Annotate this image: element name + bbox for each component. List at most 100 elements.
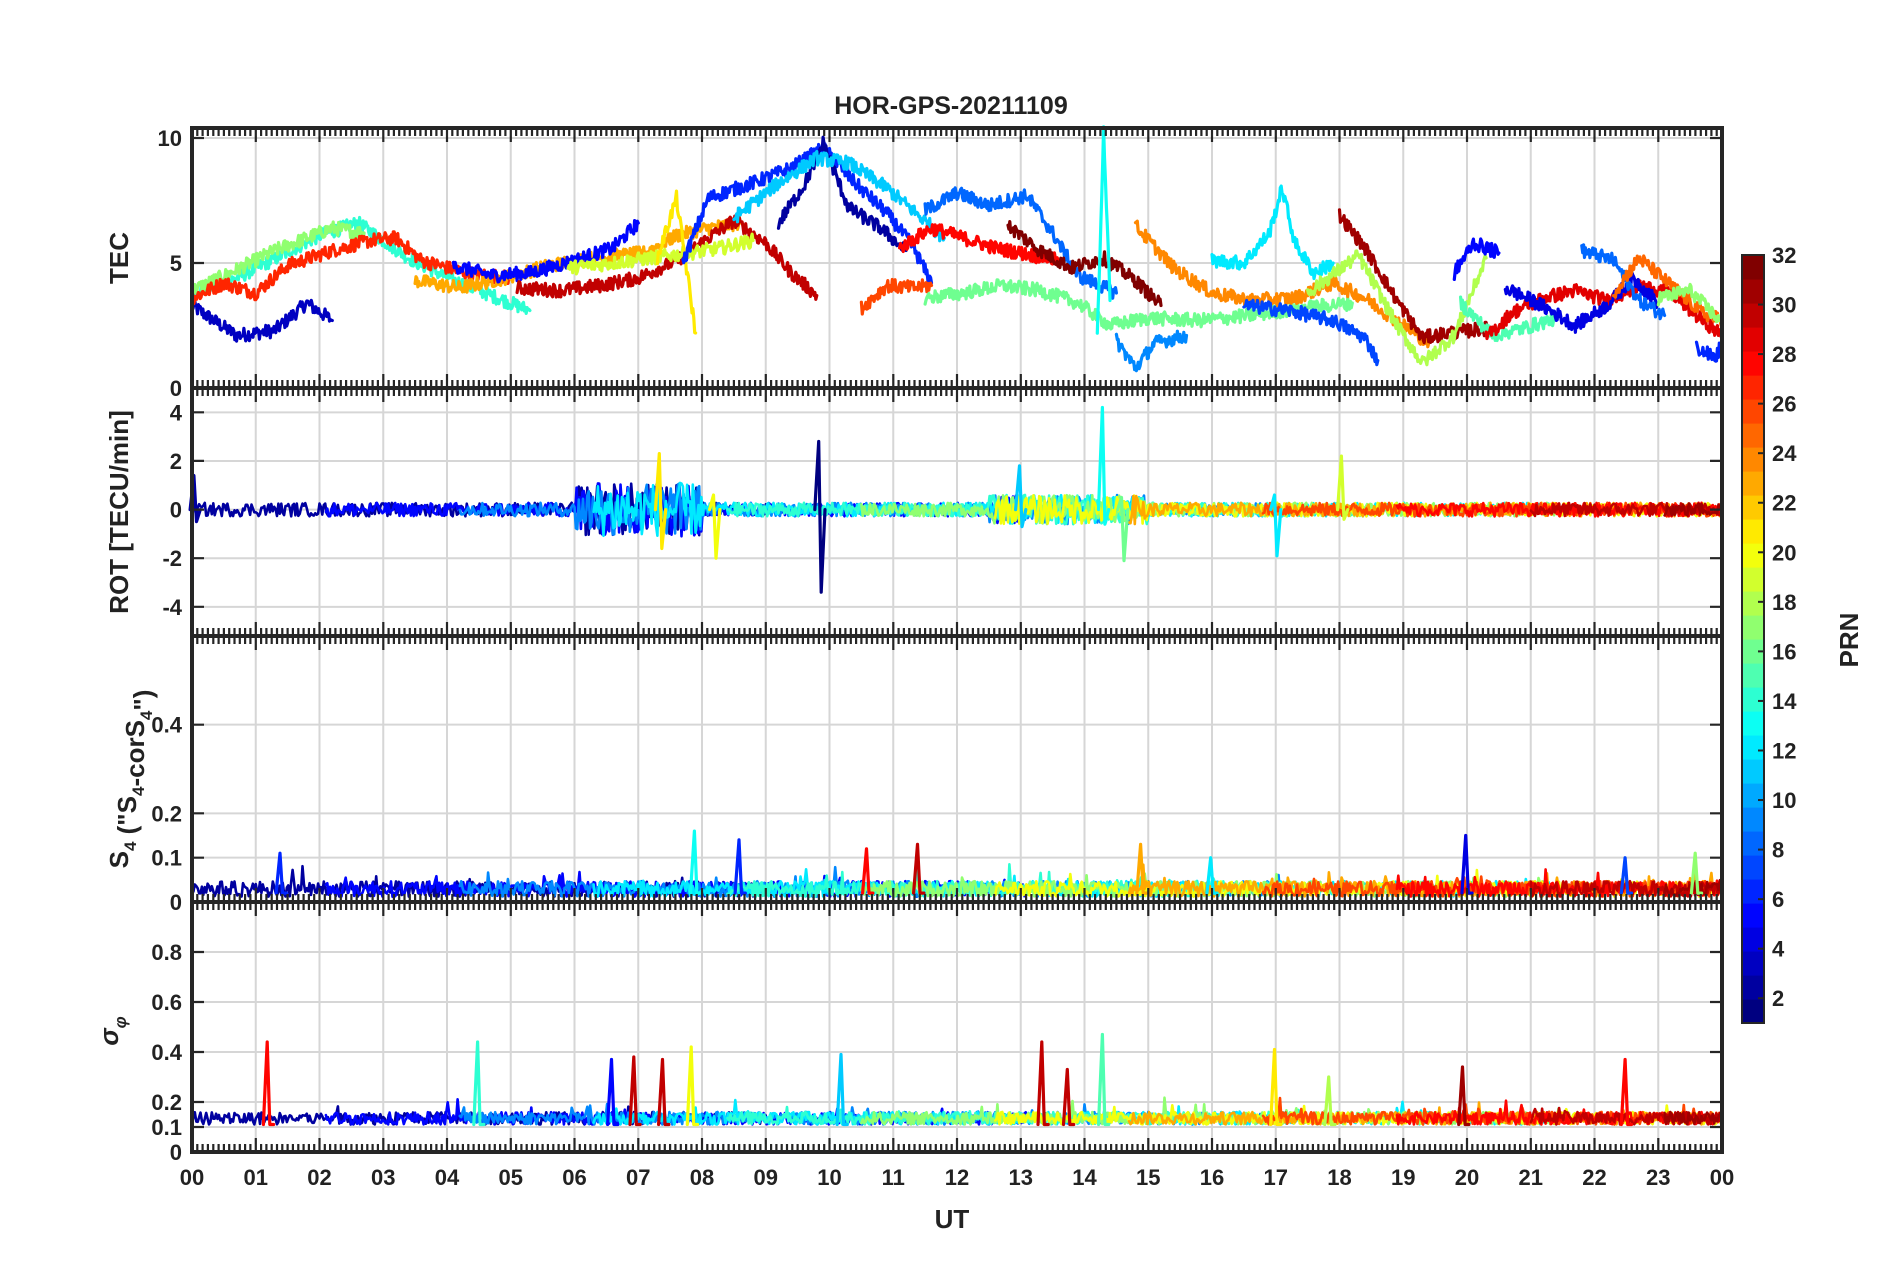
x-minor-ticks (190, 636, 1724, 902)
tec-series-prn-15 (1459, 295, 1558, 343)
subscript: 4 (137, 710, 156, 720)
series-group (190, 125, 1724, 373)
x-tick-label: 17 (1264, 1165, 1288, 1190)
colorbar-segment (1742, 663, 1764, 688)
x-tick-label: 07 (626, 1165, 650, 1190)
y-tick-label: 0 (170, 376, 182, 401)
sigma-spike-prn-5 (606, 1057, 620, 1127)
x-tick-label: 03 (371, 1165, 395, 1190)
colorbar-segment (1742, 327, 1764, 352)
colorbar-tick-label: 26 (1772, 392, 1796, 417)
tec-series-prn-2 (776, 135, 908, 253)
tec-series-prn-5 (451, 219, 640, 284)
colorbar-segment (1742, 255, 1764, 280)
x-tick-label: 04 (435, 1165, 460, 1190)
sigma-spike-prn-14 (472, 1040, 486, 1127)
s4-spike-prn-6 (733, 838, 747, 895)
colorbar-tick-label: 8 (1772, 838, 1784, 863)
subscript: 4 (121, 841, 140, 851)
x-minor-ticks (190, 128, 1724, 388)
y-tick-label: -2 (162, 546, 182, 571)
tec-series-prn-32 (1006, 220, 1163, 308)
x-tick-label: 00 (1710, 1165, 1734, 1190)
colorbar-segment (1742, 927, 1764, 952)
colorbar-tick-label: 20 (1772, 540, 1796, 565)
colorbar-segment (1742, 447, 1764, 472)
colorbar-segment (1742, 279, 1764, 304)
colorbar-segment (1742, 543, 1764, 568)
subscript: 4 (129, 786, 148, 796)
s4-spike-prn-28 (861, 847, 875, 895)
sigma-spike-prn-30 (1061, 1067, 1076, 1127)
y-tick-label: 5 (170, 251, 182, 276)
x-tick-label: 01 (244, 1165, 268, 1190)
colorbar-segment (1742, 951, 1764, 976)
colorbar-tick-label: 28 (1772, 342, 1796, 367)
sigma-series-prn-31 (1663, 1110, 1723, 1126)
y-tick-label: 0 (170, 498, 182, 523)
sigma-spike-prn-18 (1323, 1075, 1337, 1127)
y-tick-label: 0.4 (151, 713, 182, 738)
colorbar-segment (1742, 999, 1764, 1024)
x-tick-label: 15 (1136, 1165, 1160, 1190)
y-axis-label-rot: ROT [TECU/min] (104, 410, 134, 614)
panel-rot: -4 -2 0 2 4 ROT [TECU/min] (104, 386, 1724, 638)
tec-series-prn-11 (732, 149, 946, 243)
tec-series-prn-3 (190, 298, 334, 343)
x-tick-label: 16 (1200, 1165, 1224, 1190)
y-tick-label: 4 (170, 400, 183, 425)
sigma-spike-prn-21 (1269, 1047, 1283, 1127)
colorbar-segment (1742, 303, 1764, 328)
colorbar-tick-label: 18 (1772, 590, 1796, 615)
y-tick-label: 0.1 (151, 1115, 182, 1140)
s4-spike-prn-23 (1135, 842, 1149, 895)
colorbar-tick-label: 14 (1772, 689, 1797, 714)
sigma-spike-prn-30 (657, 1057, 671, 1127)
colorbar-segment (1742, 711, 1764, 736)
colorbar-segment (1742, 831, 1764, 856)
colorbar-tick-label: 22 (1772, 491, 1796, 516)
x-tick-label: 09 (754, 1165, 778, 1190)
x-tick-label: 19 (1391, 1165, 1415, 1190)
colorbar-tick-label: 12 (1772, 738, 1796, 763)
rot-spike-prn-16 (1116, 495, 1130, 563)
s4-spike-prn-30 (912, 842, 926, 895)
x-tick-label: 22 (1582, 1165, 1606, 1190)
colorbar-segment (1742, 375, 1764, 400)
y-tick-label: 0.1 (151, 846, 182, 871)
series-group (188, 405, 1724, 594)
y-tick-marks (192, 411, 1722, 608)
x-axis-label: UT (935, 1204, 970, 1234)
colorbar-segment (1742, 783, 1764, 808)
y-tick-marks (192, 950, 1722, 1154)
panel-tec: 0 5 10 TEC (104, 125, 1724, 401)
sigma-spike-prn-11 (835, 1052, 849, 1127)
x-tick-label: 05 (499, 1165, 523, 1190)
x-tick-label: 20 (1455, 1165, 1479, 1190)
y-tick-label: 0.8 (151, 940, 182, 965)
tec-series-prn-7 (1242, 298, 1380, 367)
panel-s4: 00.10.20.4S4 ("S4-corS4") (104, 634, 1724, 915)
colorbar-tick-label: 24 (1772, 441, 1797, 466)
colorbar-segment (1742, 759, 1764, 784)
tec-series-prn-9 (1114, 329, 1189, 373)
colorbar-segment (1742, 879, 1764, 904)
y-axis-label-s4: S4 ("S4-corS4") (104, 690, 158, 869)
colorbar-segment (1742, 855, 1764, 880)
colorbar-segment (1742, 639, 1764, 664)
y-tick-label: 0 (170, 890, 182, 915)
sigma-spike-prn-15 (1096, 1032, 1111, 1127)
x-tick-label: 11 (882, 1165, 905, 1190)
tec-series-prn-24 (1133, 219, 1431, 349)
colorbar-tick-label: 6 (1772, 887, 1784, 912)
colorbar-segment (1742, 495, 1764, 520)
x-minor-ticks (190, 388, 1724, 636)
sigma-spike-prn-28 (1619, 1057, 1634, 1127)
x-tick-label: 08 (690, 1165, 714, 1190)
sigma-spike-prn-20 (685, 1045, 700, 1127)
tec-series-prn-6 (1694, 340, 1724, 363)
x-tick-label: 06 (562, 1165, 586, 1190)
x-minor-ticks (190, 902, 1724, 1152)
